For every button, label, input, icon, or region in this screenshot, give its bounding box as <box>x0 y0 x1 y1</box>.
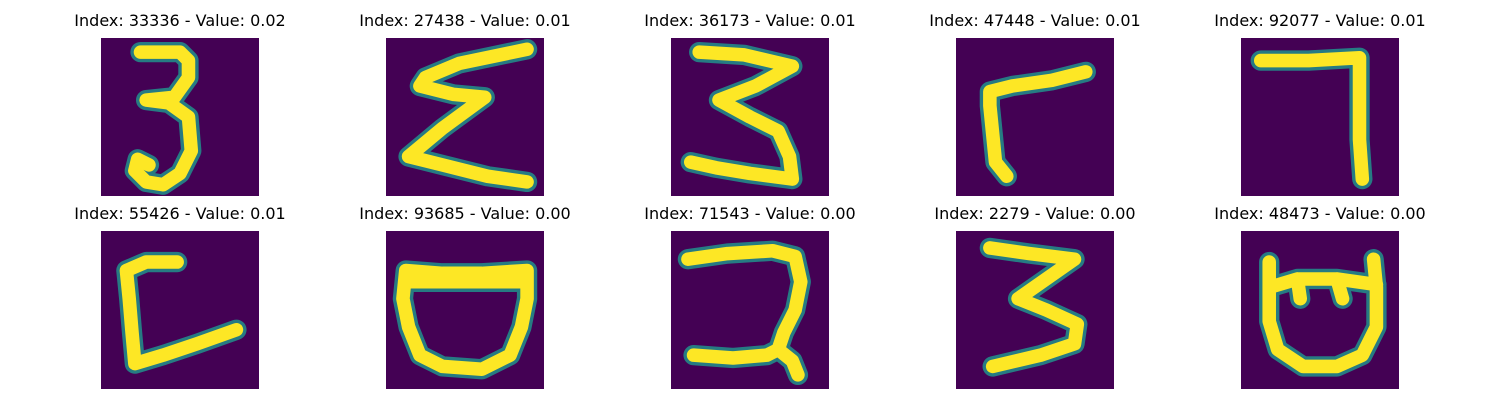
digit-image <box>386 231 544 389</box>
zigzag-3-stroke <box>683 45 800 186</box>
panel-title: Index: 27438 - Value: 0.01 <box>359 11 571 30</box>
bowl-stroke <box>396 263 534 377</box>
panel-title: Index: 48473 - Value: 0.00 <box>1214 204 1426 223</box>
digit-image <box>956 231 1114 389</box>
digit-panel: Index: 2279 - Value: 0.00 <box>925 205 1145 395</box>
zigzag-stroke <box>401 42 534 189</box>
digit-panel: Index: 55426 - Value: 0.01 <box>70 205 290 395</box>
digit-panel: Index: 27438 - Value: 0.01 <box>355 12 575 202</box>
panel-title: Index: 55426 - Value: 0.01 <box>74 204 286 223</box>
corner-stroke <box>983 65 1093 184</box>
digit-image <box>386 38 544 196</box>
digit-panel: Index: 92077 - Value: 0.01 <box>1210 12 1430 202</box>
digit-image <box>101 38 259 196</box>
panel-title: Index: 71543 - Value: 0.00 <box>644 204 856 223</box>
digit-panel: Index: 93685 - Value: 0.00 <box>355 205 575 395</box>
panel-title: Index: 93685 - Value: 0.00 <box>359 204 571 223</box>
panel-title: Index: 36173 - Value: 0.01 <box>644 11 856 30</box>
digit-image <box>671 38 829 196</box>
digit-3-angular-stroke <box>983 241 1085 374</box>
panel-title: Index: 92077 - Value: 0.01 <box>1214 11 1426 30</box>
cup-stroke <box>1262 252 1384 374</box>
digit-image <box>101 231 259 389</box>
panel-title: Index: 33336 - Value: 0.02 <box>74 11 286 30</box>
hook-stroke <box>681 243 808 382</box>
digit-panel: Index: 48473 - Value: 0.00 <box>1210 205 1430 395</box>
digit-panel: Index: 36173 - Value: 0.01 <box>640 12 860 202</box>
digit-panel: Index: 47448 - Value: 0.01 <box>925 12 1145 202</box>
digit-image <box>956 38 1114 196</box>
image-background <box>956 38 1114 196</box>
panel-title: Index: 47448 - Value: 0.01 <box>929 11 1141 30</box>
digit-3-stroke <box>128 45 199 192</box>
bracket-stroke <box>119 255 244 371</box>
digit-panel: Index: 33336 - Value: 0.02 <box>70 12 290 202</box>
digit-image <box>1241 231 1399 389</box>
panel-title: Index: 2279 - Value: 0.00 <box>934 204 1136 223</box>
digit-image <box>1241 38 1399 196</box>
digit-7-stroke <box>1253 50 1370 186</box>
digit-image <box>671 231 829 389</box>
digit-panel: Index: 71543 - Value: 0.00 <box>640 205 860 395</box>
